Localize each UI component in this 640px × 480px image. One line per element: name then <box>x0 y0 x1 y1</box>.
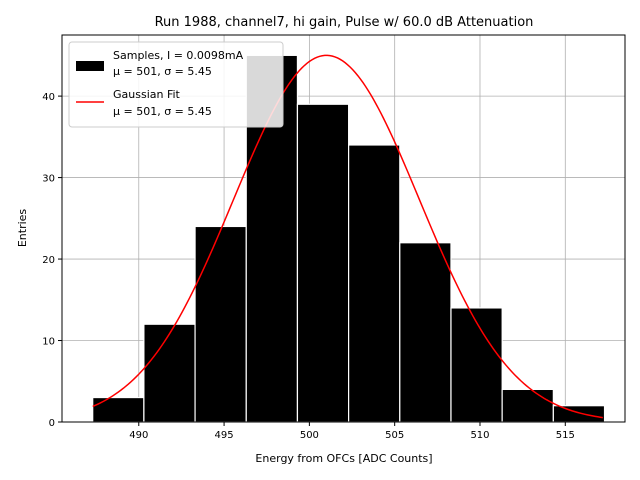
histogram-bar <box>450 307 503 423</box>
x-tick-label: 515 <box>556 430 575 441</box>
legend-samples-swatch <box>76 61 104 71</box>
y-tick-label: 20 <box>42 255 55 266</box>
y-tick-label: 30 <box>42 174 55 185</box>
y-tick-label: 40 <box>42 92 55 103</box>
legend-samples-label: Samples, I = 0.0098mA <box>113 49 244 62</box>
legend-fit-label: Gaussian Fit <box>113 88 181 101</box>
histogram-bar <box>194 225 247 423</box>
legend: Samples, I = 0.0098mA μ = 501, σ = 5.45 … <box>68 41 284 128</box>
y-tick-label: 10 <box>42 337 55 348</box>
legend-samples-stats: μ = 501, σ = 5.45 <box>113 65 212 78</box>
histogram-bar <box>399 242 452 423</box>
histogram-bar <box>143 323 196 423</box>
x-tick-label: 495 <box>215 430 234 441</box>
chart-title: Run 1988, channel7, hi gain, Pulse w/ 60… <box>155 15 534 30</box>
gaussian-fit-line <box>92 54 603 419</box>
x-tick-label: 490 <box>129 430 148 441</box>
y-tick-label: 0 <box>49 418 55 429</box>
histogram-bar <box>92 396 145 423</box>
histogram-bar <box>296 103 350 423</box>
y-axis-label: Entries <box>16 209 29 248</box>
x-tick-label: 500 <box>300 430 319 441</box>
x-axis-label: Energy from OFCs [ADC Counts] <box>255 452 432 465</box>
plot-frame <box>61 34 626 423</box>
histogram-bar <box>552 405 606 423</box>
histogram-bar <box>501 388 554 423</box>
x-tick-label: 505 <box>385 430 404 441</box>
legend-fit-stats: μ = 501, σ = 5.45 <box>113 105 212 118</box>
x-tick-label: 510 <box>470 430 489 441</box>
histogram-bar <box>348 144 401 423</box>
legend-box <box>68 41 284 128</box>
